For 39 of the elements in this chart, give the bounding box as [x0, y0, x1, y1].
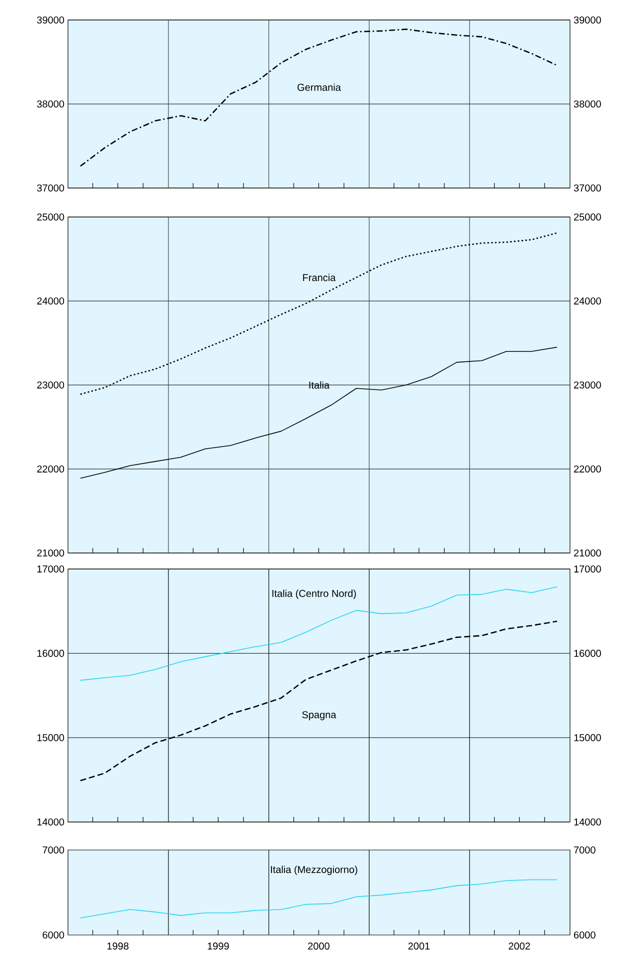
series-label: Italia (Centro Nord)	[272, 590, 356, 599]
text: Germania	[298, 84, 341, 91]
y2-tick-label: 25000	[574, 213, 601, 221]
x-tick-label: 2001	[408, 942, 430, 950]
y2-tick-label: 37000	[574, 184, 601, 192]
y-tick-label: 39000	[37, 16, 64, 24]
y2-tick-label: 16000	[574, 650, 601, 657]
y2-tick-label: 24000	[574, 297, 601, 305]
x-tick-label: 2002	[508, 942, 530, 950]
y2-tick-label: 6000	[574, 931, 596, 939]
y-tick-label: 14000	[37, 818, 64, 826]
x-tick-label: 2000	[308, 942, 330, 950]
y-tick-label: 21000	[37, 549, 64, 557]
text: Spagna	[302, 711, 336, 720]
y-tick-label: 38000	[37, 100, 64, 108]
y2-tick-label: 17000	[574, 565, 601, 573]
y-tick-label: 25000	[37, 213, 64, 221]
series-label: Italia	[309, 381, 330, 389]
y2-tick-label: 7000	[574, 846, 596, 854]
y-tick-label: 37000	[37, 184, 64, 192]
y-tick-label: 24000	[37, 297, 64, 305]
y2-tick-label: 38000	[574, 100, 601, 108]
text: Italia (Mezzogiorno)	[271, 866, 358, 876]
y-tick-label: 22000	[37, 465, 64, 473]
y2-tick-label: 22000	[574, 465, 601, 473]
y2-tick-label: 21000	[574, 549, 601, 557]
y-tick-label: 15000	[37, 734, 64, 742]
y-tick-label: 6000	[42, 931, 64, 939]
y2-tick-label: 23000	[574, 381, 601, 389]
y-tick-label: 23000	[37, 381, 64, 389]
series-label: Francia	[303, 274, 336, 282]
x-tick-label: 1998	[107, 942, 128, 950]
y-tick-label: 17000	[37, 565, 64, 573]
y-tick-label: 16000	[37, 650, 64, 657]
y-tick-label: 7000	[42, 846, 64, 854]
y2-tick-label: 15000	[574, 734, 601, 742]
y2-tick-label: 14000	[574, 818, 601, 826]
y2-tick-label: 39000	[574, 16, 601, 24]
x-tick-label: 1999	[208, 942, 229, 950]
